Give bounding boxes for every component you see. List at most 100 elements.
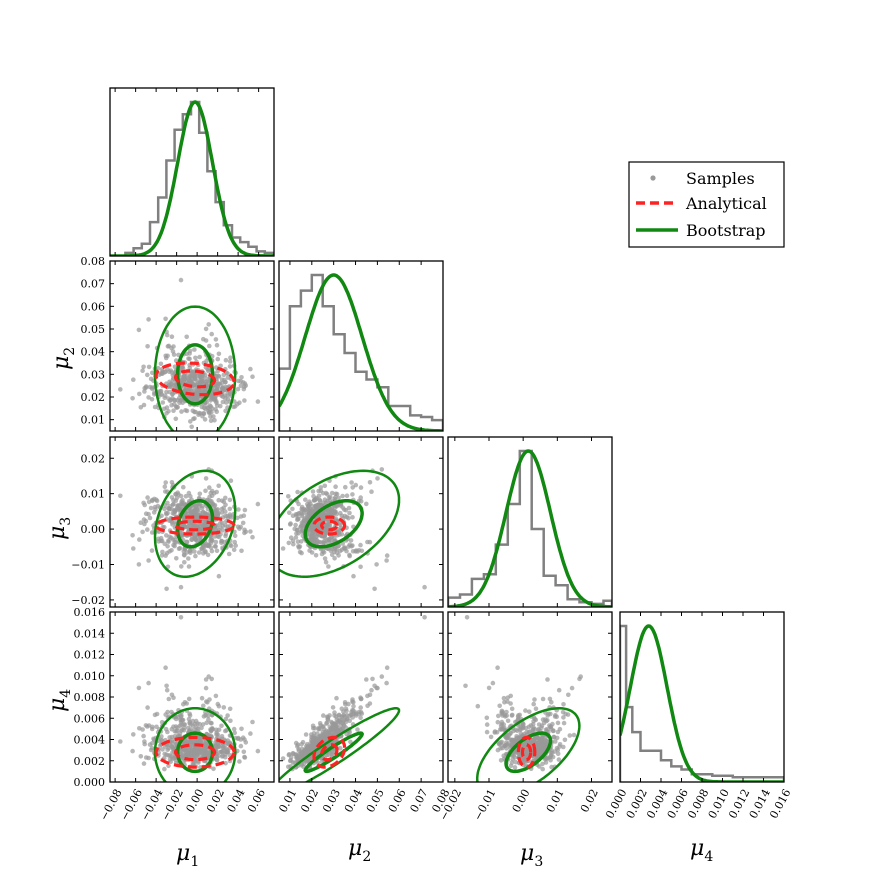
sample-point bbox=[227, 390, 233, 395]
sample-point bbox=[160, 400, 166, 405]
sample-point bbox=[369, 489, 374, 495]
sample-point bbox=[239, 375, 244, 380]
sample-point bbox=[531, 725, 536, 730]
sample-point bbox=[212, 396, 218, 402]
sample-point bbox=[188, 373, 194, 379]
sample-point bbox=[505, 718, 511, 724]
bootstrap-contour-1sigma bbox=[175, 499, 215, 549]
sample-point bbox=[331, 728, 337, 734]
sample-point bbox=[344, 708, 349, 714]
sample-point bbox=[295, 742, 301, 747]
sample-point bbox=[336, 553, 341, 558]
sample-point bbox=[191, 416, 196, 422]
sample-point bbox=[358, 542, 363, 548]
sample-point bbox=[556, 757, 562, 762]
sample-point bbox=[367, 539, 373, 545]
sample-point bbox=[307, 746, 313, 751]
sample-point bbox=[504, 713, 510, 718]
sample-point bbox=[296, 510, 302, 516]
sample-point bbox=[185, 739, 190, 745]
sample-point bbox=[315, 538, 320, 544]
sample-point bbox=[557, 744, 562, 749]
sample-point bbox=[164, 687, 170, 693]
sample-point bbox=[351, 703, 356, 709]
sample-point bbox=[186, 556, 191, 561]
x-tick-label-mu1: 0.02 bbox=[204, 787, 227, 815]
sample-point bbox=[338, 522, 343, 528]
sample-point bbox=[166, 745, 172, 751]
sample-point bbox=[358, 696, 364, 702]
sample-point bbox=[203, 743, 208, 748]
sample-point bbox=[327, 494, 333, 500]
sample-point bbox=[195, 746, 201, 751]
sample-point bbox=[324, 721, 329, 726]
sample-point bbox=[555, 751, 561, 757]
sample-point bbox=[223, 393, 228, 398]
bootstrap-gaussian-mu2 bbox=[279, 273, 443, 431]
sample-point bbox=[172, 539, 178, 545]
sample-point bbox=[228, 478, 234, 484]
sample-point bbox=[227, 497, 233, 503]
sample-point bbox=[164, 332, 170, 338]
sample-point bbox=[339, 726, 345, 732]
sample-point bbox=[223, 357, 229, 363]
sample-point bbox=[334, 695, 339, 701]
sample-point bbox=[227, 359, 233, 364]
sample-point bbox=[145, 705, 150, 710]
sample-point bbox=[164, 533, 169, 538]
sample-point bbox=[180, 366, 186, 371]
bootstrap-contour-2sigma bbox=[153, 469, 237, 578]
panel-frame-2-2 bbox=[447, 436, 613, 608]
sample-point bbox=[213, 337, 219, 342]
sample-point bbox=[310, 489, 316, 494]
sample-point bbox=[312, 497, 317, 503]
legend-samples-marker bbox=[650, 175, 656, 181]
sample-point bbox=[510, 737, 515, 743]
sample-point bbox=[211, 503, 217, 509]
sample-point bbox=[339, 706, 345, 711]
sample-point bbox=[181, 500, 186, 506]
panel-frame-1-0 bbox=[109, 260, 275, 432]
sample-point bbox=[192, 347, 197, 352]
sample-point bbox=[300, 739, 306, 745]
sample-point bbox=[347, 542, 353, 547]
sample-point bbox=[379, 674, 385, 679]
y-tick-label-mu4: 0.000 bbox=[74, 776, 106, 789]
y-tick-label-mu4: 0.010 bbox=[74, 670, 106, 683]
sample-point bbox=[338, 510, 343, 516]
sample-point bbox=[484, 722, 490, 727]
sample-point bbox=[370, 676, 375, 682]
sample-point bbox=[484, 715, 490, 721]
sample-point bbox=[141, 517, 147, 522]
sample-point bbox=[192, 395, 198, 400]
sample-point bbox=[166, 763, 171, 769]
sample-point bbox=[301, 510, 307, 515]
sample-point bbox=[208, 733, 214, 738]
legend-samples-label: Samples bbox=[686, 169, 755, 188]
x-tick-label-mu3: 0.02 bbox=[578, 787, 601, 815]
sample-point bbox=[531, 701, 536, 707]
sample-point bbox=[318, 485, 324, 490]
sample-point bbox=[181, 484, 186, 490]
sample-point bbox=[228, 355, 233, 361]
sample-point bbox=[320, 513, 326, 518]
sample-point bbox=[325, 716, 331, 722]
sample-point bbox=[561, 702, 566, 707]
sample-point bbox=[145, 372, 150, 378]
sample-point bbox=[255, 501, 261, 507]
sample-point bbox=[220, 399, 226, 405]
x-tick-label-mu2: 0.07 bbox=[408, 787, 431, 815]
sample-point bbox=[213, 539, 219, 545]
sample-point bbox=[159, 553, 165, 558]
sample-point bbox=[208, 398, 213, 403]
sample-point bbox=[166, 538, 171, 543]
sample-point bbox=[578, 674, 583, 679]
sample-point bbox=[255, 748, 261, 754]
bootstrap-contour-1sigma bbox=[303, 731, 364, 774]
sample-point bbox=[207, 403, 213, 408]
sample-point bbox=[422, 584, 427, 590]
sample-point bbox=[194, 725, 199, 730]
sample-point bbox=[500, 745, 505, 751]
sample-point bbox=[545, 718, 550, 723]
sample-point bbox=[199, 506, 205, 511]
